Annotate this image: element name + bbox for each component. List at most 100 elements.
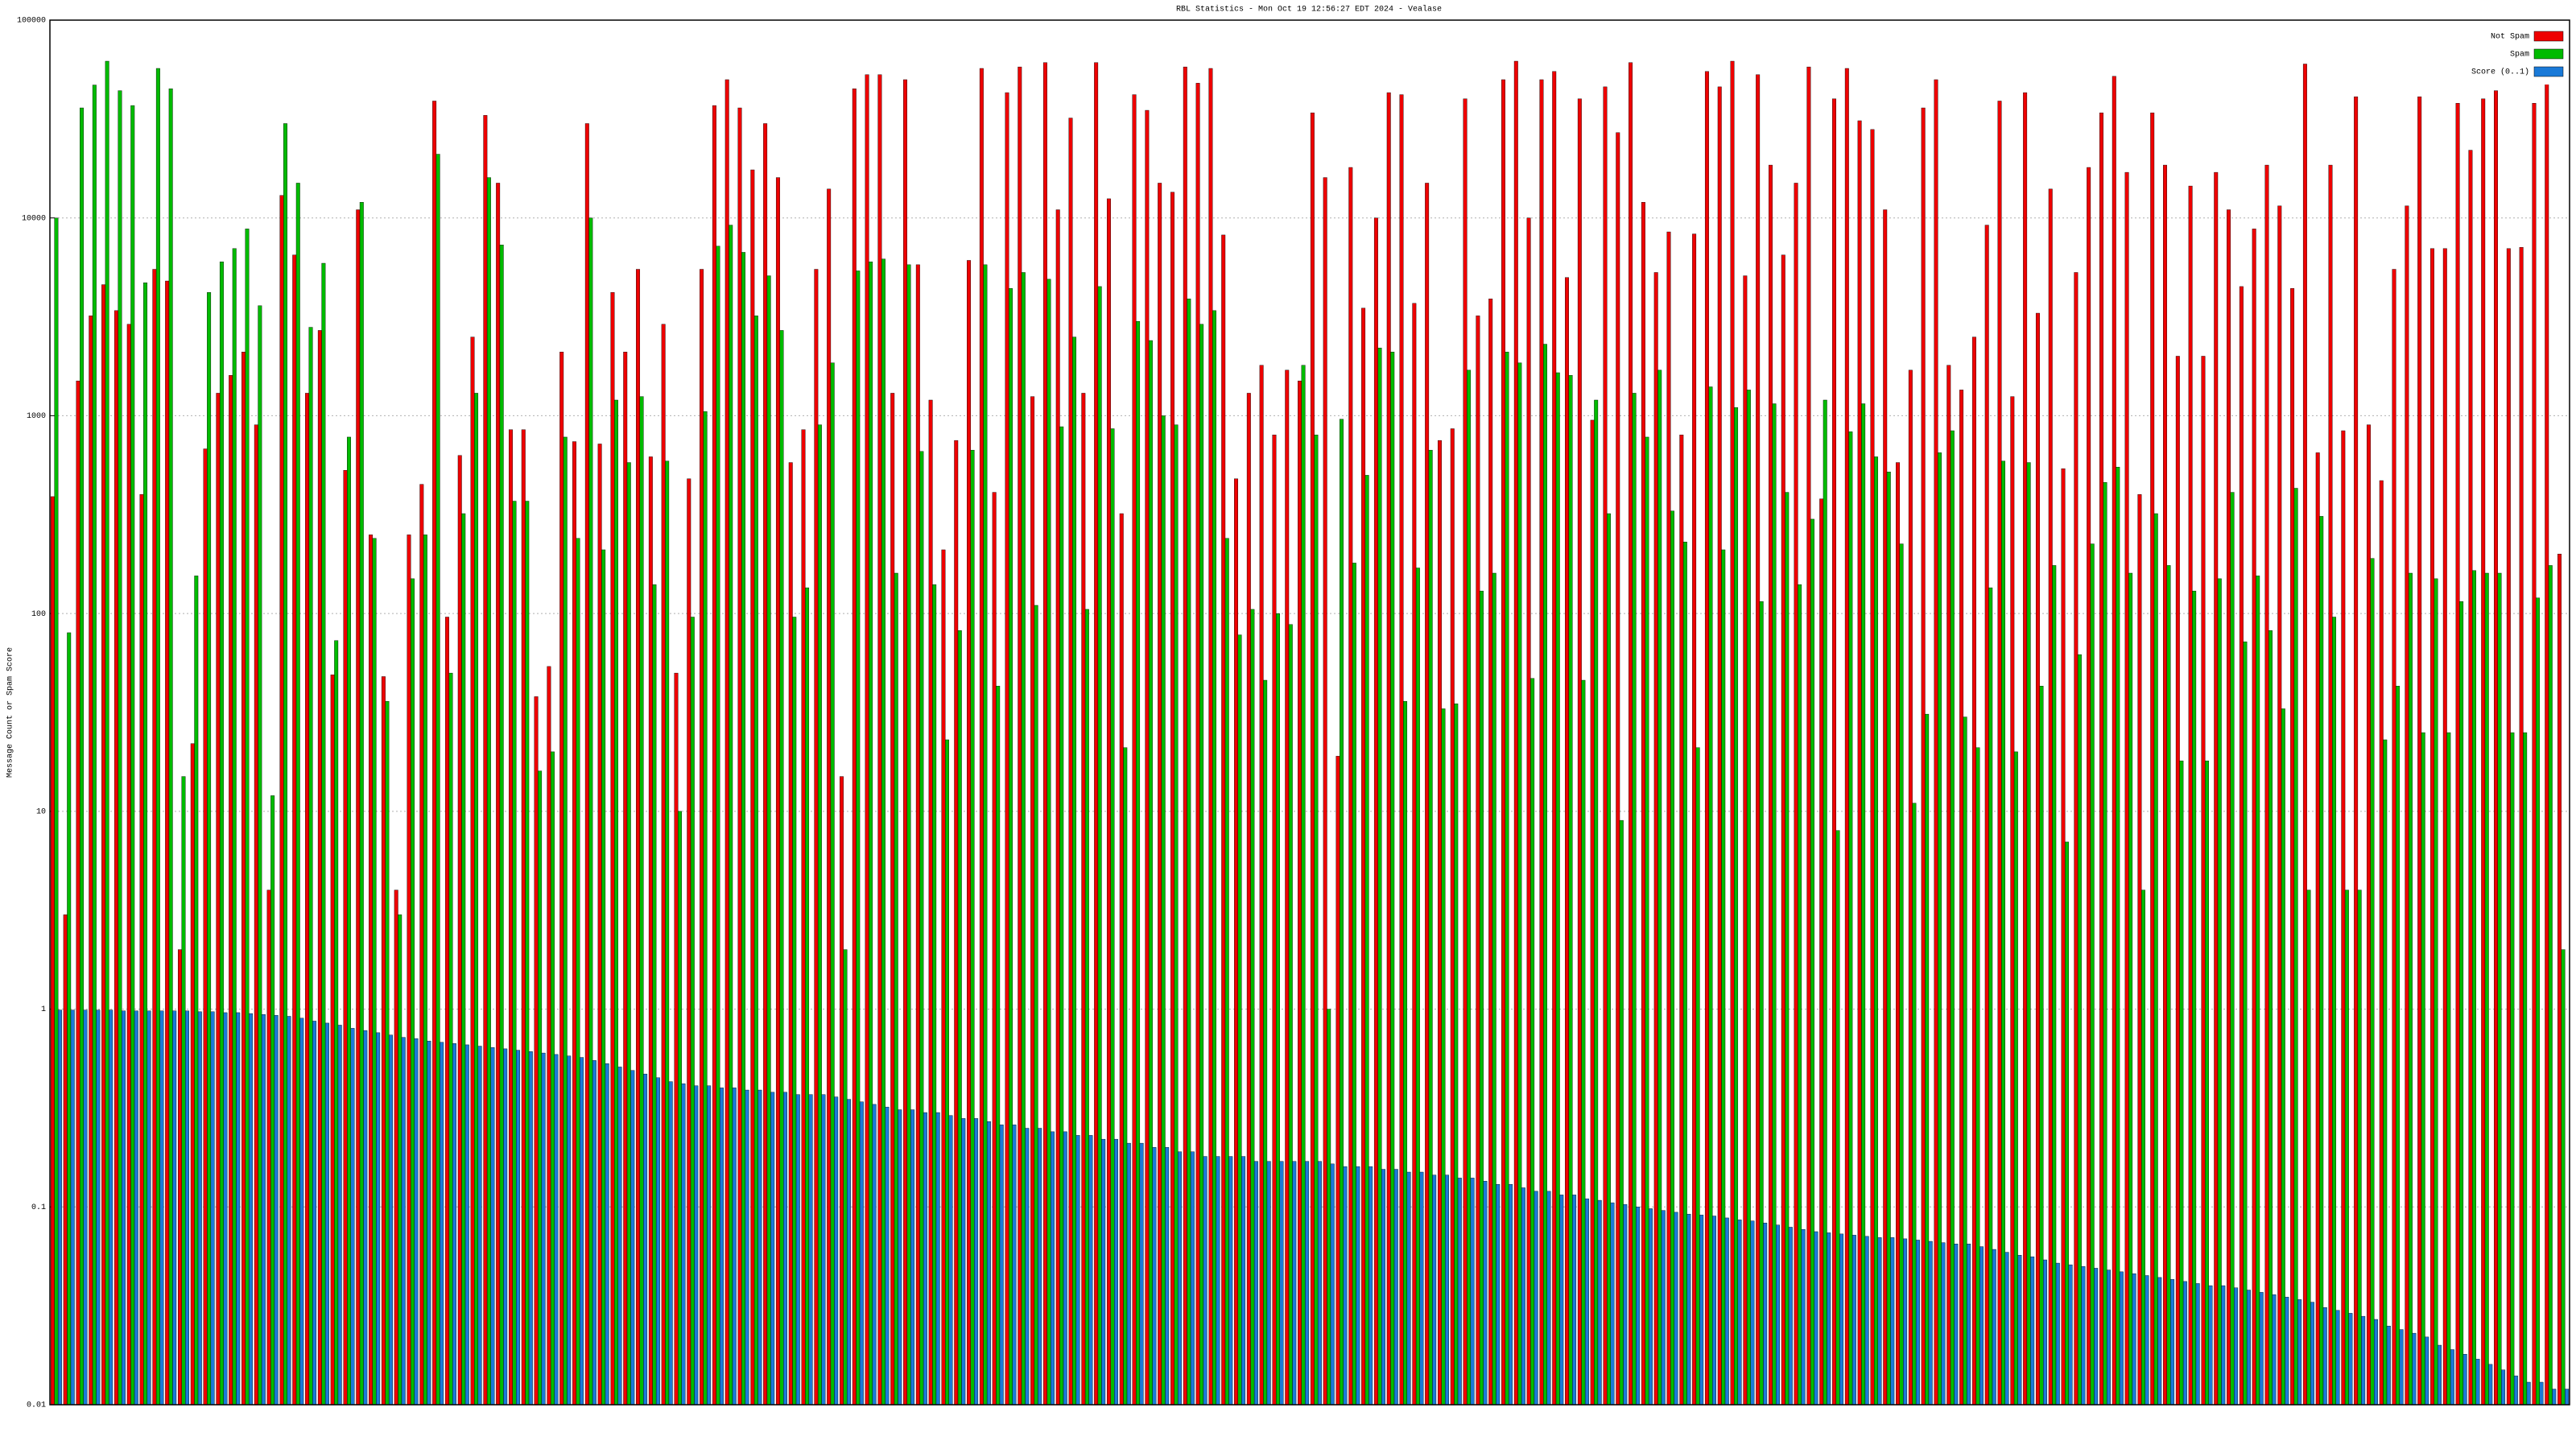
bar xyxy=(1419,1171,1424,1406)
bar xyxy=(1266,1161,1271,1406)
bar xyxy=(2170,1279,2175,1406)
bar xyxy=(1941,1242,1946,1406)
bar xyxy=(668,1081,673,1406)
bar xyxy=(165,280,170,1406)
bar xyxy=(483,115,488,1406)
bar xyxy=(363,1030,368,1406)
bar xyxy=(2396,686,2401,1406)
bar xyxy=(512,501,517,1406)
y-tick-label: 10 xyxy=(36,807,46,816)
bar xyxy=(2099,112,2103,1406)
legend-label: Not Spam xyxy=(2491,33,2529,42)
bar xyxy=(1695,747,1700,1406)
bar xyxy=(1921,107,1926,1406)
bar xyxy=(1457,1178,1462,1406)
bar xyxy=(80,107,84,1406)
bar xyxy=(419,484,424,1406)
bar xyxy=(2001,460,2006,1406)
bar xyxy=(877,74,882,1406)
bar xyxy=(559,352,564,1406)
bar xyxy=(2048,188,2053,1406)
bar xyxy=(1094,62,1099,1406)
bar xyxy=(477,1046,482,1406)
bar xyxy=(1686,1213,1691,1406)
bar xyxy=(1950,430,1955,1406)
bar xyxy=(118,90,122,1406)
bar xyxy=(700,269,704,1406)
bar xyxy=(1386,92,1391,1406)
bar xyxy=(597,444,602,1406)
bar xyxy=(2145,1275,2149,1406)
bar xyxy=(636,269,641,1406)
bar xyxy=(305,393,309,1406)
y-tick-label: 100 xyxy=(31,610,46,619)
bar xyxy=(2374,1319,2378,1406)
bar xyxy=(287,1016,291,1406)
bar xyxy=(1534,1191,1538,1406)
bar xyxy=(232,248,237,1406)
bar xyxy=(1496,1184,1501,1406)
bar xyxy=(954,440,959,1406)
bar xyxy=(1088,1135,1093,1406)
bar xyxy=(308,327,313,1406)
bar xyxy=(1042,62,1047,1406)
bar xyxy=(1699,1215,1704,1406)
bar xyxy=(292,254,297,1406)
bar xyxy=(2256,576,2260,1406)
bar xyxy=(2335,1310,2340,1406)
bar xyxy=(623,352,628,1406)
bar xyxy=(1873,456,1878,1406)
bar xyxy=(2281,708,2285,1406)
bar xyxy=(1412,303,1417,1406)
bar xyxy=(1555,372,1560,1406)
bar xyxy=(312,1021,317,1406)
bar xyxy=(1051,1131,1055,1406)
bar xyxy=(1241,1156,1246,1406)
bar xyxy=(2557,553,2562,1406)
bar xyxy=(1377,348,1382,1406)
bar xyxy=(2140,890,2145,1406)
bar xyxy=(1030,396,1035,1406)
bar xyxy=(1298,380,1302,1406)
bar xyxy=(452,1043,456,1406)
bar xyxy=(2137,494,2142,1406)
bar xyxy=(737,107,742,1406)
bar xyxy=(1212,310,1216,1406)
bar xyxy=(398,914,402,1406)
bar xyxy=(1272,435,1277,1406)
bar xyxy=(830,362,835,1406)
bar xyxy=(576,538,580,1406)
bar xyxy=(1852,1235,1856,1406)
bar xyxy=(436,154,440,1406)
bar xyxy=(1810,518,1814,1406)
bar xyxy=(1963,716,1967,1406)
bar xyxy=(1645,436,1649,1406)
bar xyxy=(1896,462,1901,1406)
bar xyxy=(1488,298,1493,1406)
bar xyxy=(2494,90,2498,1406)
bar xyxy=(2065,841,2070,1406)
bar xyxy=(550,751,555,1406)
bar xyxy=(1335,756,1340,1406)
bar xyxy=(2208,1285,2213,1406)
bar xyxy=(427,1040,431,1406)
bar xyxy=(1034,605,1038,1406)
bar xyxy=(648,456,653,1406)
bar xyxy=(652,584,657,1406)
bar xyxy=(210,1011,215,1406)
bar xyxy=(1552,71,1557,1406)
bar xyxy=(2150,112,2155,1406)
bar xyxy=(317,330,322,1406)
bar xyxy=(1305,1161,1310,1406)
y-tick-label: 10000 xyxy=(22,214,46,223)
bar xyxy=(1997,101,2002,1406)
bar xyxy=(1368,1166,1373,1406)
bar xyxy=(808,1094,813,1406)
bar xyxy=(1988,587,1993,1406)
bar xyxy=(1406,1171,1411,1406)
bar xyxy=(1734,407,1739,1406)
bar xyxy=(588,217,593,1406)
bar xyxy=(203,448,208,1406)
bar xyxy=(2013,751,2018,1406)
